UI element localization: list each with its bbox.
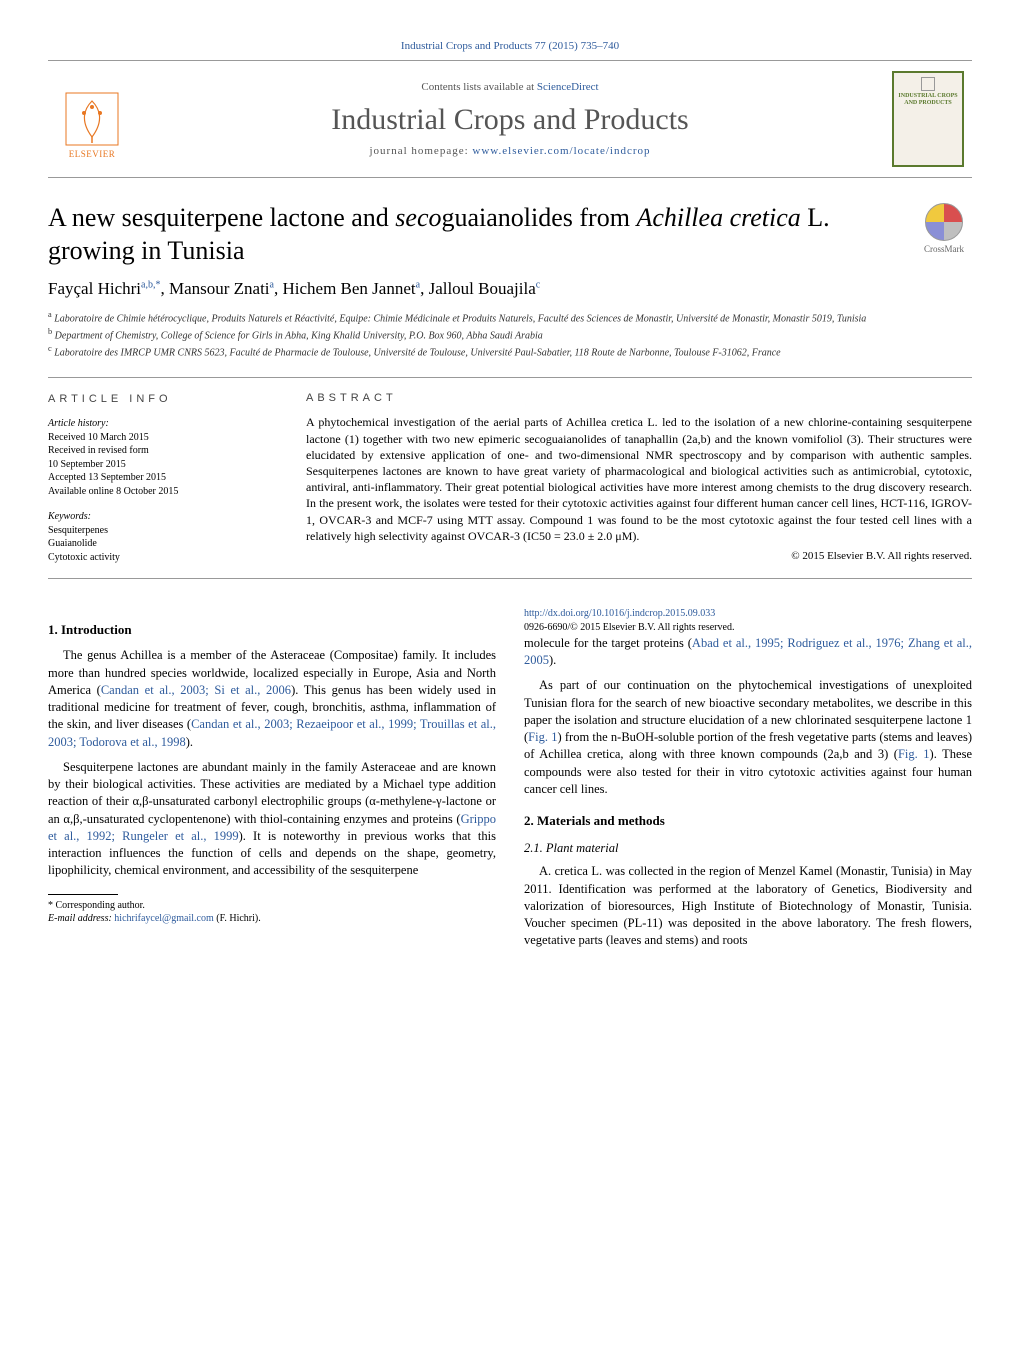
journal-title: Industrial Crops and Products — [128, 103, 892, 137]
paragraph: The genus Achillea is a member of the As… — [48, 647, 496, 751]
figure-link[interactable]: Fig. 1 — [528, 730, 557, 744]
article-title: A new sesquiterpene lactone and secoguai… — [48, 202, 900, 267]
sciencedirect-link[interactable]: ScienceDirect — [537, 81, 599, 93]
affiliation: a Laboratoire de Chimie hétérocyclique, … — [48, 309, 972, 326]
section-heading: 1. Introduction — [48, 621, 496, 639]
figure-link[interactable]: Fig. 1 — [898, 747, 930, 761]
elsevier-label: ELSEVIER — [69, 149, 116, 159]
title-italic: seco — [395, 203, 441, 232]
affiliations: a Laboratoire de Chimie hétérocyclique, … — [48, 309, 972, 359]
paragraph: Sesquiterpene lactones are abundant main… — [48, 759, 496, 880]
title-part: A new sesquiterpene lactone and — [48, 203, 395, 232]
author: , Jalloul Bouajilac — [420, 279, 540, 298]
paragraph: As part of our continuation on the phyto… — [524, 677, 972, 798]
journal-cover-thumb: INDUSTRIAL CROPS AND PRODUCTS — [892, 71, 964, 167]
keyword: Sesquiterpenes — [48, 524, 278, 538]
meta-block: ARTICLE INFO Article history: Received 1… — [48, 377, 972, 579]
title-italic: Achillea cretica — [636, 203, 800, 232]
email-label: E-mail address: — [48, 913, 114, 924]
history-line: Available online 8 October 2015 — [48, 485, 278, 499]
journal-header: ELSEVIER Contents lists available at Sci… — [48, 60, 972, 178]
paragraph: molecule for the target proteins (Abad e… — [524, 635, 972, 670]
abstract-block: ABSTRACT A phytochemical investigation o… — [306, 378, 972, 578]
article-info: ARTICLE INFO Article history: Received 1… — [48, 378, 278, 578]
author: , Hichem Ben Janneta — [274, 279, 420, 298]
issn-line: 0926-6690/© 2015 Elsevier B.V. All right… — [524, 622, 734, 633]
history-line: 10 September 2015 — [48, 458, 278, 472]
cover-title: INDUSTRIAL CROPS AND PRODUCTS — [896, 93, 960, 106]
history-line: Accepted 13 September 2015 — [48, 471, 278, 485]
contents-prefix: Contents lists available at — [421, 81, 536, 93]
homepage-link[interactable]: www.elsevier.com/locate/indcrop — [472, 145, 650, 157]
abstract-text: A phytochemical investigation of the aer… — [306, 414, 972, 544]
history-line: Received in revised form — [48, 444, 278, 458]
history-label: Article history: — [48, 417, 278, 431]
doi-block: http://dx.doi.org/10.1016/j.indcrop.2015… — [524, 607, 972, 635]
elsevier-tree-icon — [64, 91, 120, 147]
title-part: guaianolides from — [441, 203, 636, 232]
email-link[interactable]: hichrifaycel@gmail.com — [114, 913, 213, 924]
citation-link[interactable]: Candan et al., 2003; Si et al., 2006 — [101, 683, 291, 697]
keyword: Cytotoxic activity — [48, 551, 278, 565]
citation-line: Industrial Crops and Products 77 (2015) … — [48, 40, 972, 52]
email-line: E-mail address: hichrifaycel@gmail.com (… — [48, 912, 496, 925]
corresponding-author: * Corresponding author. — [48, 899, 496, 912]
homepage-prefix: journal homepage: — [369, 145, 472, 157]
subsection-heading: 2.1. Plant material — [524, 840, 972, 857]
elsevier-logo: ELSEVIER — [56, 79, 128, 159]
crossmark-icon — [924, 202, 964, 242]
crossmark-label: CrossMark — [924, 244, 964, 254]
authors-line: Fayçal Hichria,b,*, Mansour Znatia, Hich… — [48, 279, 972, 299]
footnote-separator — [48, 894, 118, 895]
homepage-line: journal homepage: www.elsevier.com/locat… — [128, 145, 892, 157]
keyword: Guaianolide — [48, 537, 278, 551]
email-owner: (F. Hichri). — [214, 913, 261, 924]
keywords-label: Keywords: — [48, 510, 278, 524]
affiliation: b Department of Chemistry, College of Sc… — [48, 326, 972, 343]
cover-emblem-icon — [921, 77, 935, 91]
body-text: 1. Introduction The genus Achillea is a … — [48, 607, 972, 949]
abstract-copyright: © 2015 Elsevier B.V. All rights reserved… — [306, 550, 972, 562]
crossmark-badge[interactable]: CrossMark — [916, 202, 972, 258]
paragraph: A. cretica L. was collected in the regio… — [524, 863, 972, 949]
author: , Mansour Znatia — [160, 279, 274, 298]
doi-link[interactable]: http://dx.doi.org/10.1016/j.indcrop.2015… — [524, 608, 715, 619]
article-info-label: ARTICLE INFO — [48, 392, 278, 407]
section-heading: 2. Materials and methods — [524, 812, 972, 830]
history-line: Received 10 March 2015 — [48, 431, 278, 445]
author: Fayçal Hichria,b,* — [48, 279, 160, 298]
affiliation: c Laboratoire des IMRCP UMR CNRS 5623, F… — [48, 343, 972, 360]
footnotes: * Corresponding author. E-mail address: … — [48, 899, 496, 925]
abstract-label: ABSTRACT — [306, 392, 972, 404]
contents-line: Contents lists available at ScienceDirec… — [128, 81, 892, 93]
